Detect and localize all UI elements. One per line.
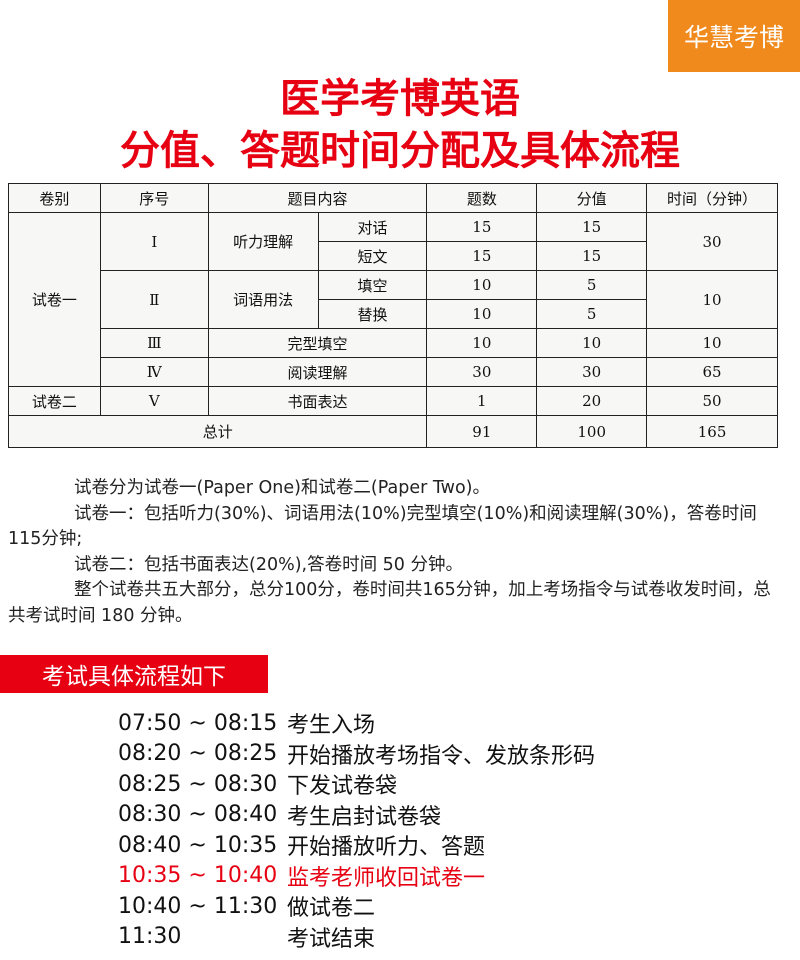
schedule-event: 考生启封试卷袋 xyxy=(287,804,442,830)
schedule-list: 07:50 ~ 08:15 考生入场 08:20 ~ 08:25 开始播放考场指令、… xyxy=(118,708,595,952)
section-cell: 书面表达 xyxy=(207,386,428,416)
count-cell: 10 xyxy=(426,270,538,300)
header-cell: 分值 xyxy=(536,183,648,213)
schedule-event: 考试结束 xyxy=(287,926,376,952)
table-header: 卷别 序号 题目内容 题数 分值 时间（分钟） xyxy=(8,183,778,213)
section-cell: 阅读理解 xyxy=(207,357,428,387)
no-cell: Ⅴ xyxy=(99,386,209,416)
total-label: 总计 xyxy=(7,415,428,448)
description: 试卷分为试卷一(Paper One)和试卷二(Paper Two)。 试卷一：包… xyxy=(8,476,778,629)
time-cell: 65 xyxy=(646,357,778,387)
section-cell: 听力理解 xyxy=(207,212,319,271)
paper-cell: 试卷二 xyxy=(8,386,101,416)
no-cell: Ⅱ xyxy=(99,270,209,329)
total-count: 91 xyxy=(426,415,538,448)
table-row: 试卷一 Ⅰ 听力理解 对话 15 15 30 xyxy=(8,212,778,387)
schedule-event: 监考老师收回试卷一 xyxy=(287,865,486,891)
time-cell: 50 xyxy=(646,386,778,416)
schedule-item: 10:40 ~ 11:30 做试卷二 xyxy=(118,891,595,922)
score-cell: 15 xyxy=(536,241,648,271)
schedule-item: 08:40 ~ 10:35 开始播放听力、答题 xyxy=(118,830,595,861)
table-row: Ⅱ 词语用法 填空 10 5 10 xyxy=(9,270,778,329)
schedule-event: 考生入场 xyxy=(287,713,376,739)
schedule-time: 07:50 ~ 08:15 xyxy=(118,710,278,736)
score-cell: 5 xyxy=(536,299,648,329)
no-cell: Ⅳ xyxy=(99,357,209,387)
sub-cell: 填空 xyxy=(317,270,428,300)
paper-cell: 试卷一 xyxy=(8,212,101,387)
table-row: 试卷二 Ⅴ 书面表达 1 20 50 xyxy=(8,386,778,416)
header-cell: 卷别 xyxy=(8,183,101,213)
score-cell: 10 xyxy=(536,328,648,358)
score-table: 卷别 序号 题目内容 题数 分值 时间（分钟） 试卷一 Ⅰ 听力理解 对话 15… xyxy=(7,183,778,448)
paragraph: 试卷一：包括听力(30%)、词语用法(10%)完型填空(10%)和阅读理解(30… xyxy=(8,503,757,550)
schedule-time: 11:30 xyxy=(118,924,182,950)
count-cell: 15 xyxy=(426,212,538,242)
score-cell: 5 xyxy=(536,270,648,300)
schedule-banner: 考试具体流程如下 xyxy=(0,655,268,693)
brand-badge: 华慧考博 xyxy=(668,0,800,72)
header-cell: 题数 xyxy=(426,183,538,213)
schedule-item: 11:30 考试结束 xyxy=(118,922,595,953)
time-cell: 10 xyxy=(646,328,778,358)
total-time: 165 xyxy=(646,415,778,448)
title-line2: 分值、答题时间分配及具体流程 xyxy=(120,128,680,174)
sub-cell: 替换 xyxy=(317,299,428,329)
count-cell: 15 xyxy=(426,241,538,271)
schedule-time: 08:20 ~ 08:25 xyxy=(118,741,278,767)
schedule-event: 开始播放听力、答题 xyxy=(287,835,486,861)
sub-cell: 对话 xyxy=(317,212,428,242)
schedule-item: 08:20 ~ 08:25 开始播放考场指令、发放条形码 xyxy=(118,739,595,770)
count-cell: 30 xyxy=(426,357,538,387)
header-cell: 时间（分钟） xyxy=(646,183,778,213)
schedule-item-highlighted: 10:35 ~ 10:40 监考老师收回试卷一 xyxy=(118,861,595,892)
schedule-time: 08:25 ~ 08:30 xyxy=(118,771,278,797)
no-cell: Ⅰ xyxy=(99,212,209,271)
schedule-event: 开始播放考场指令、发放条形码 xyxy=(287,743,596,769)
count-cell: 1 xyxy=(426,386,538,416)
schedule-time: 08:30 ~ 08:40 xyxy=(118,802,278,828)
section-cell: 词语用法 xyxy=(207,270,319,329)
table-row: 替换 10 5 xyxy=(9,299,778,329)
table-row: Ⅳ 阅读理解 30 30 65 xyxy=(9,357,778,387)
count-cell: 10 xyxy=(426,328,538,358)
paragraph: 试卷分为试卷一(Paper One)和试卷二(Paper Two)。 xyxy=(74,478,491,498)
time-cell: 30 xyxy=(646,212,778,271)
schedule-time: 10:40 ~ 11:30 xyxy=(118,893,278,919)
table-row: 短文 15 15 xyxy=(9,241,778,271)
section-cell: 完型填空 xyxy=(207,328,428,358)
schedule-event: 下发试卷袋 xyxy=(287,774,398,800)
time-cell: 10 xyxy=(646,270,778,329)
schedule-item: 08:25 ~ 08:30 下发试卷袋 xyxy=(118,769,595,800)
total-row: 总计 91 100 165 xyxy=(7,415,778,448)
header-cell: 序号 xyxy=(99,183,209,213)
no-cell: Ⅲ xyxy=(99,328,209,358)
table-row: Ⅲ 完型填空 10 10 10 xyxy=(9,328,778,358)
schedule-time: 10:35 ~ 10:40 xyxy=(118,863,278,889)
score-cell: 20 xyxy=(536,386,648,416)
score-cell: 15 xyxy=(536,212,648,242)
schedule-time: 08:40 ~ 10:35 xyxy=(118,832,278,858)
total-score: 100 xyxy=(536,415,648,448)
count-cell: 10 xyxy=(426,299,538,329)
schedule-event: 做试卷二 xyxy=(287,896,376,922)
header-cell: 题目内容 xyxy=(207,183,428,213)
schedule-item: 08:30 ~ 08:40 考生启封试卷袋 xyxy=(118,800,595,831)
paragraph: 整个试卷共五大部分，总分100分，卷时间共165分钟，加上考场指令与试卷收发时间… xyxy=(8,580,771,626)
score-cell: 30 xyxy=(536,357,648,387)
paragraph: 试卷二：包括书面表达(20%),答卷时间 50 分钟。 xyxy=(74,554,464,575)
schedule-item: 07:50 ~ 08:15 考生入场 xyxy=(118,708,595,739)
title-line1: 医学考博英语 xyxy=(280,76,520,122)
sub-cell: 短文 xyxy=(317,241,428,271)
